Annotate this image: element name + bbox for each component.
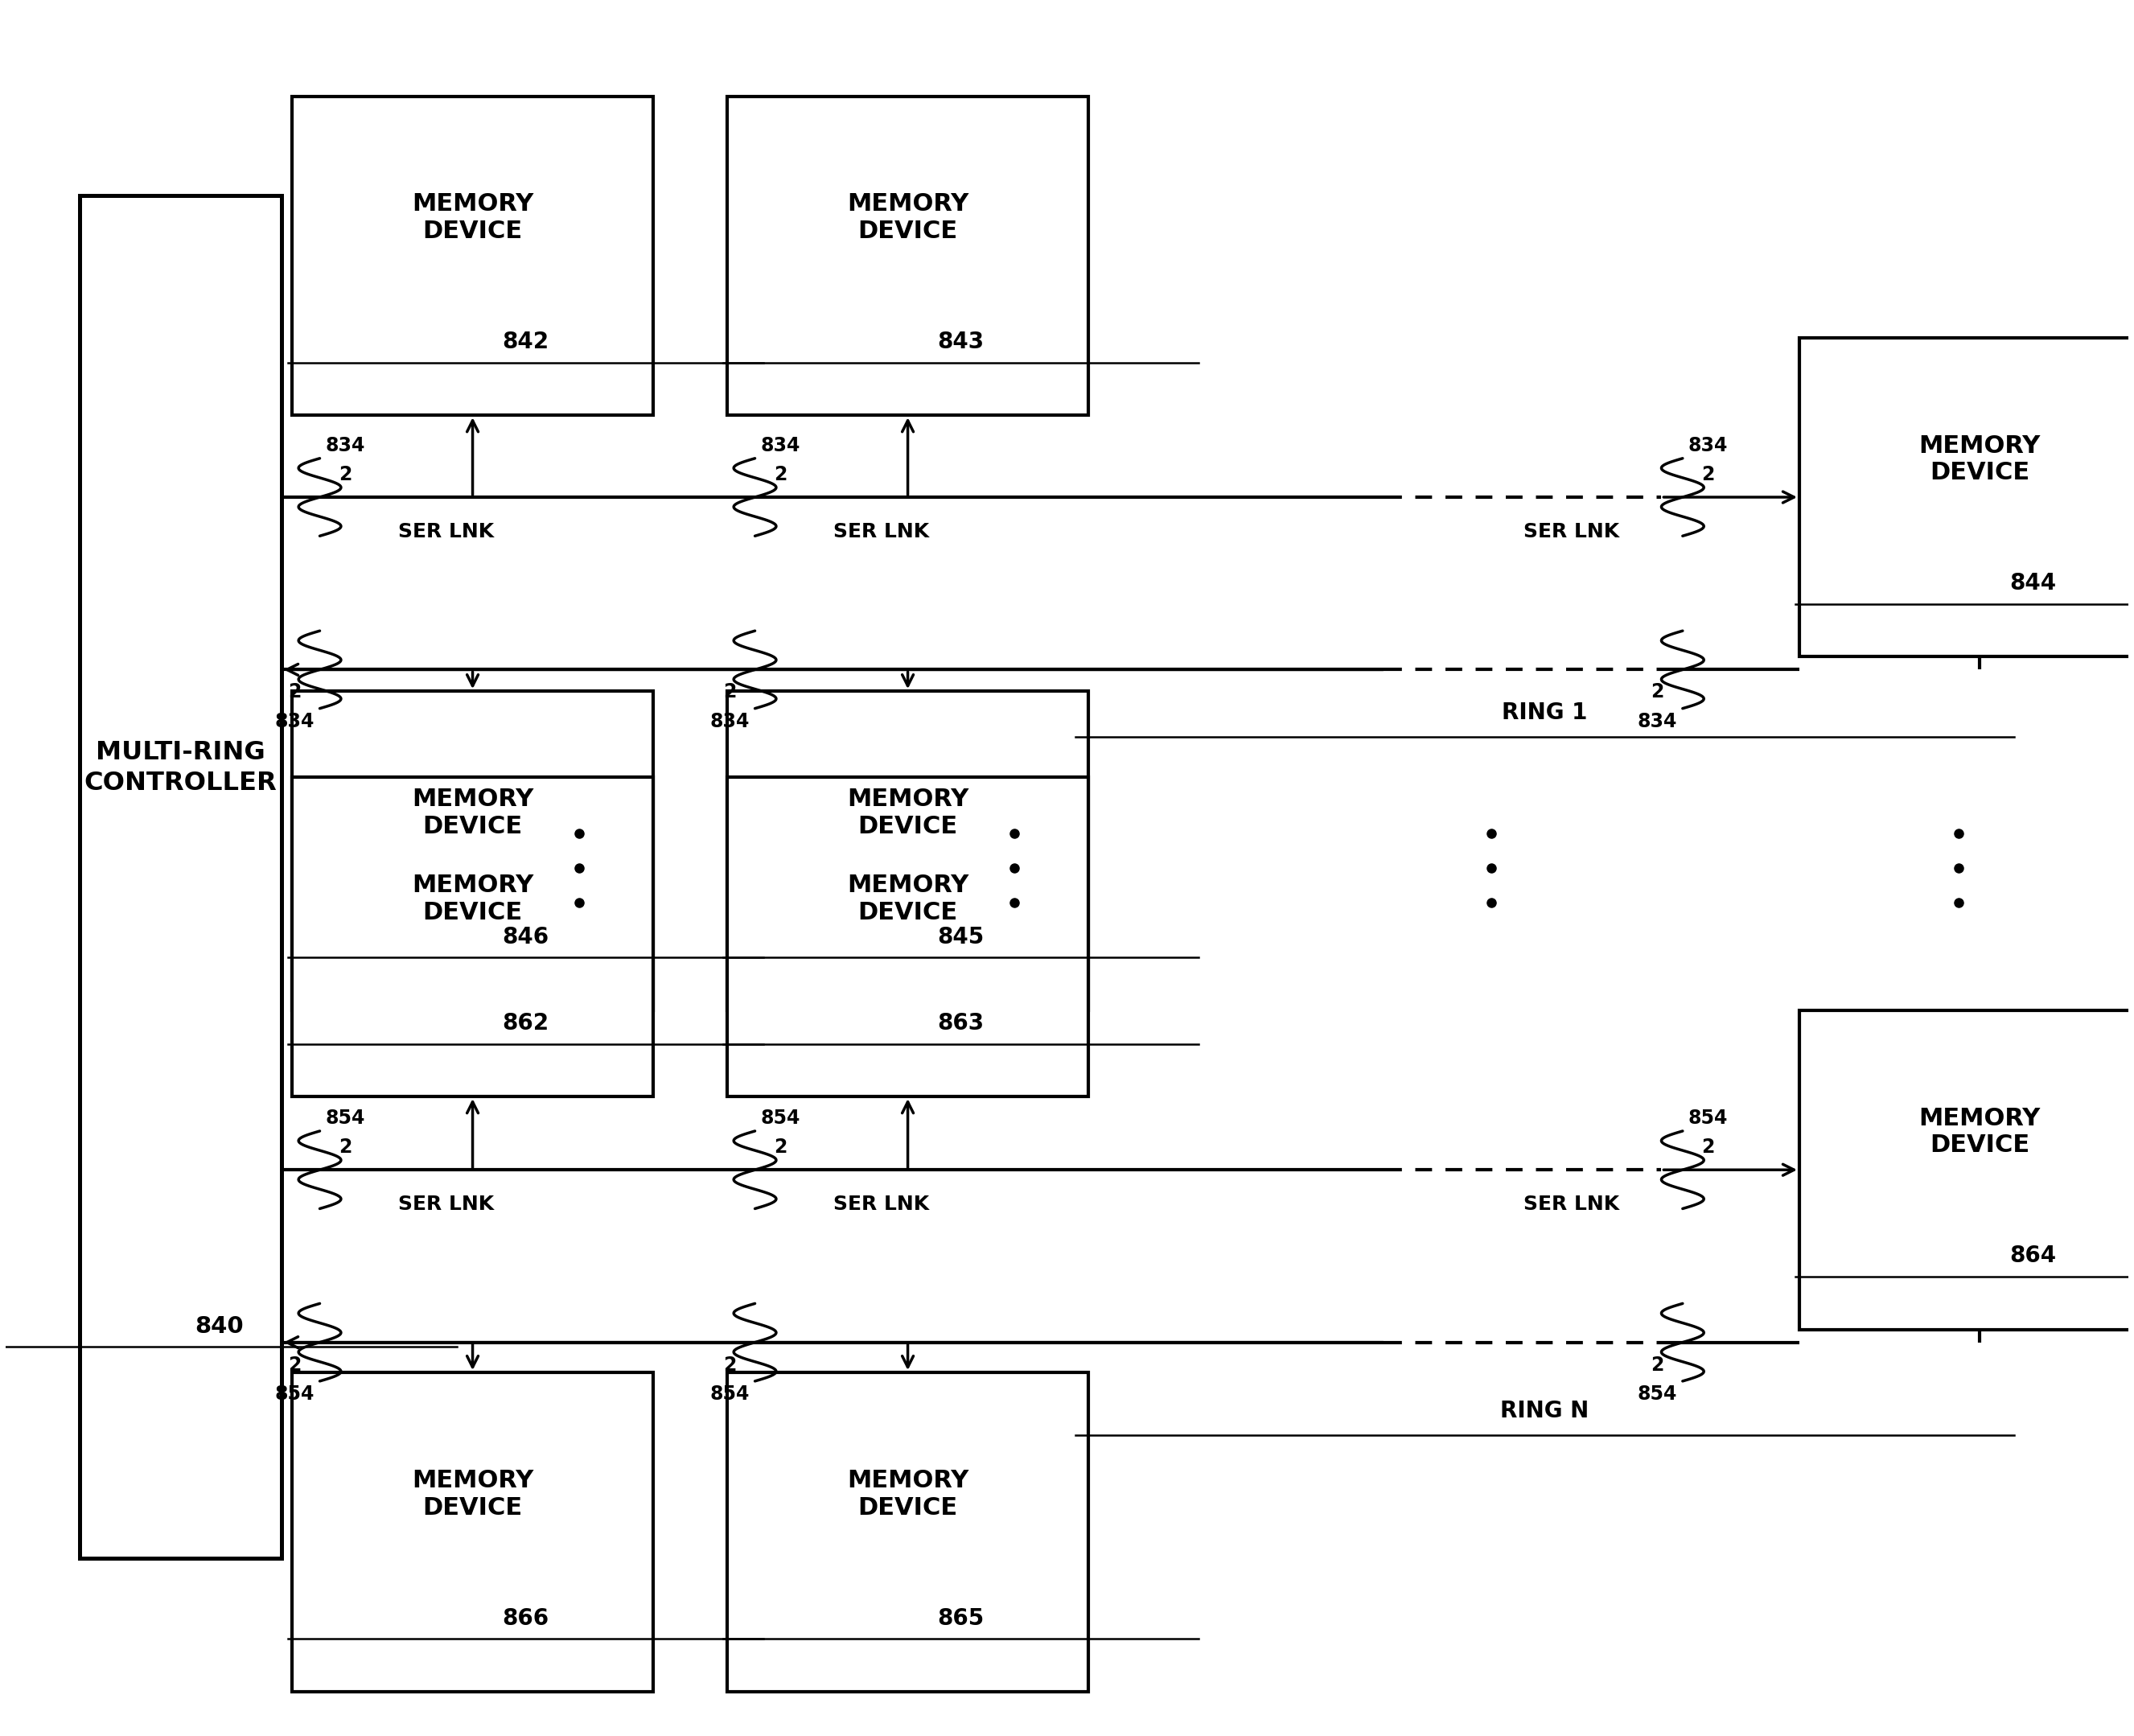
Bar <box>292 778 653 1097</box>
Text: 834: 834 <box>760 436 800 455</box>
Text: 2: 2 <box>1701 1137 1716 1158</box>
Text: SER LNK: SER LNK <box>834 1194 928 1213</box>
Text: MEMORY
DEVICE: MEMORY DEVICE <box>847 193 969 243</box>
Text: MEMORY
DEVICE: MEMORY DEVICE <box>412 873 534 924</box>
Text: SER LNK: SER LNK <box>1524 1194 1620 1213</box>
Text: 854: 854 <box>1637 1384 1677 1404</box>
Text: 834: 834 <box>1688 436 1729 455</box>
Text: 2: 2 <box>288 682 301 701</box>
Text: 854: 854 <box>1688 1109 1729 1128</box>
Text: MEMORY
DEVICE: MEMORY DEVICE <box>847 788 969 838</box>
Bar <box>292 1373 653 1691</box>
Text: 834: 834 <box>1637 712 1677 731</box>
Text: 834: 834 <box>711 712 749 731</box>
Bar <box>1799 337 2134 656</box>
Bar <box>728 691 1088 1010</box>
Text: 2: 2 <box>775 465 787 484</box>
Text: 866: 866 <box>501 1608 548 1630</box>
Bar <box>728 95 1088 415</box>
Text: SER LNK: SER LNK <box>399 1194 495 1213</box>
Text: MEMORY
DEVICE: MEMORY DEVICE <box>412 1469 534 1519</box>
Text: RING N: RING N <box>1500 1399 1590 1422</box>
Bar <box>1799 1010 2134 1330</box>
Text: 2: 2 <box>339 465 352 484</box>
Text: SER LNK: SER LNK <box>1524 523 1620 542</box>
Text: 840: 840 <box>194 1316 243 1337</box>
Text: MEMORY
DEVICE: MEMORY DEVICE <box>847 873 969 924</box>
Text: 2: 2 <box>1650 1356 1665 1375</box>
Text: 854: 854 <box>275 1384 314 1404</box>
Text: MEMORY
DEVICE: MEMORY DEVICE <box>1918 434 2040 484</box>
Text: MEMORY
DEVICE: MEMORY DEVICE <box>1918 1108 2040 1158</box>
Text: 834: 834 <box>324 436 365 455</box>
Text: 844: 844 <box>2010 573 2057 595</box>
Bar <box>728 778 1088 1097</box>
Text: 2: 2 <box>339 1137 352 1158</box>
Text: 845: 845 <box>937 925 984 948</box>
Text: MEMORY
DEVICE: MEMORY DEVICE <box>412 788 534 838</box>
Text: 854: 854 <box>760 1109 800 1128</box>
Text: 2: 2 <box>288 1356 301 1375</box>
Text: SER LNK: SER LNK <box>399 523 495 542</box>
Text: 854: 854 <box>324 1109 365 1128</box>
Bar <box>79 196 282 1557</box>
Text: 2: 2 <box>775 1137 787 1158</box>
Text: 2: 2 <box>723 1356 736 1375</box>
Text: MEMORY
DEVICE: MEMORY DEVICE <box>847 1469 969 1519</box>
Bar <box>292 691 653 1010</box>
Text: 2: 2 <box>1701 465 1716 484</box>
Text: 863: 863 <box>937 1012 984 1035</box>
Bar <box>292 95 653 415</box>
Text: 846: 846 <box>501 925 548 948</box>
Text: SER LNK: SER LNK <box>834 523 928 542</box>
Text: 2: 2 <box>1650 682 1665 701</box>
Text: 843: 843 <box>937 330 984 352</box>
Text: 834: 834 <box>275 712 314 731</box>
Text: 2: 2 <box>723 682 736 701</box>
Text: MULTI-RING
CONTROLLER: MULTI-RING CONTROLLER <box>85 740 277 795</box>
Text: 865: 865 <box>937 1608 984 1630</box>
Text: RING 1: RING 1 <box>1502 701 1588 724</box>
Text: 862: 862 <box>501 1012 548 1035</box>
Text: 854: 854 <box>711 1384 749 1404</box>
Text: 864: 864 <box>2010 1245 2057 1267</box>
Bar <box>728 1373 1088 1691</box>
Text: 842: 842 <box>501 330 548 352</box>
Text: MEMORY
DEVICE: MEMORY DEVICE <box>412 193 534 243</box>
